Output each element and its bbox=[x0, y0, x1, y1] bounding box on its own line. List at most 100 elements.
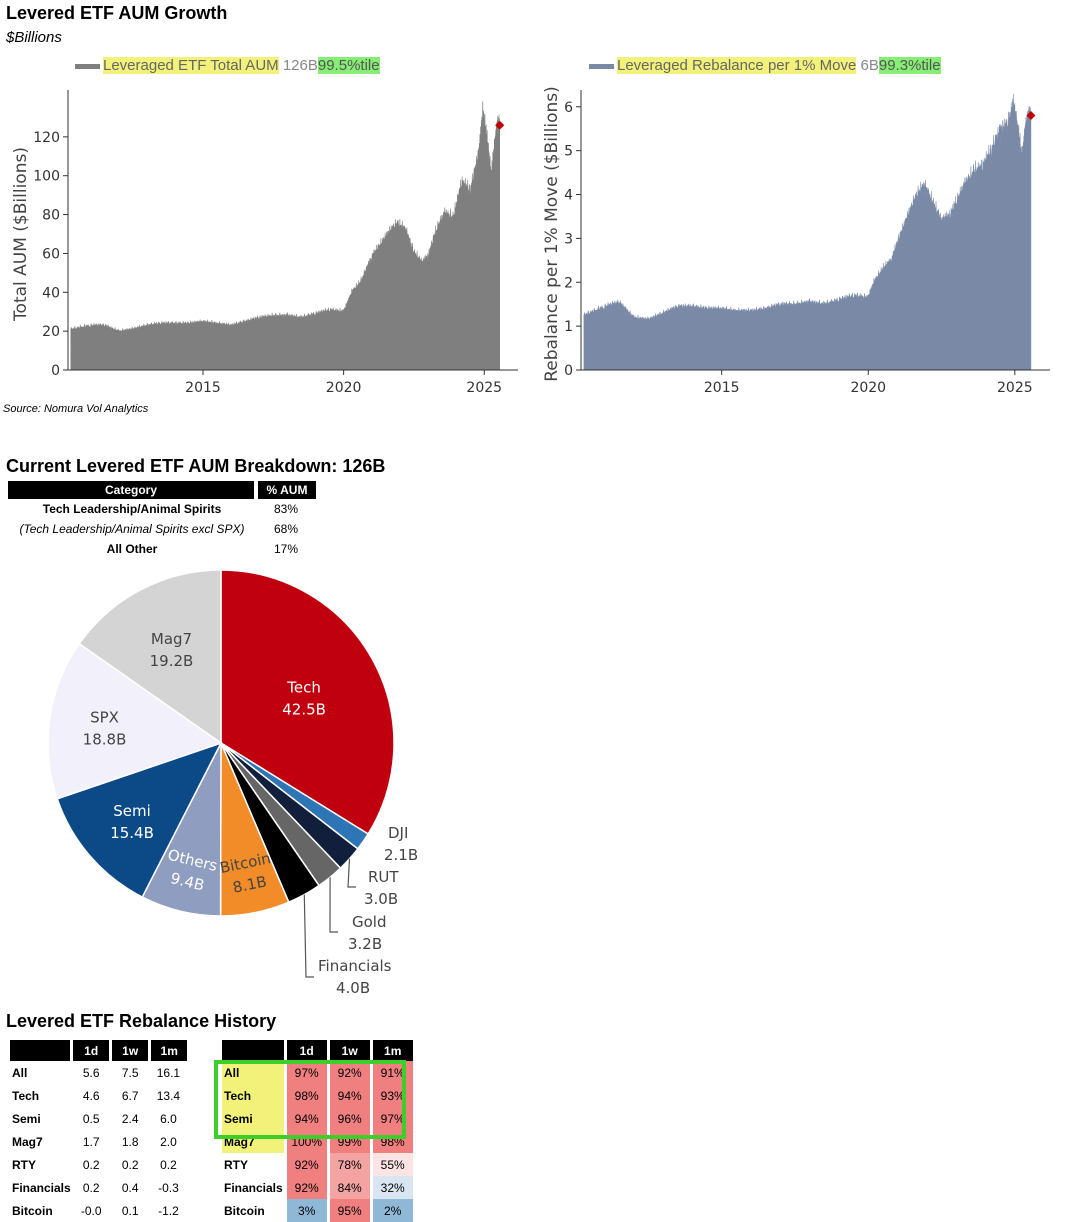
pie-label-name: Financials bbox=[318, 957, 392, 975]
rebalance-values-row: Semi 0.5 2.4 6.0 bbox=[10, 1107, 187, 1130]
rh-pct-header-1w: 1w bbox=[326, 1040, 372, 1061]
rebalance-pct-cell-w1: 95% bbox=[326, 1199, 372, 1222]
rebalance-values-row: RTY 0.2 0.2 0.2 bbox=[10, 1153, 187, 1176]
rebalance-pct-cell-label: All bbox=[222, 1061, 286, 1084]
rebalance-values-cell-d1: 0.5 bbox=[82, 1111, 100, 1126]
rebalance-values-cell-d1: -0.0 bbox=[80, 1203, 102, 1218]
rebalance-pct-cell-w1: 92% bbox=[326, 1061, 372, 1084]
rebalance-values-cell-d1: 5.6 bbox=[82, 1065, 100, 1080]
pie-label-value: 3.2B bbox=[348, 935, 382, 953]
y-tick-label: 4 bbox=[564, 188, 573, 204]
legend-rebalance: Leveraged Rebalance per 1% Move 6B99.3%t… bbox=[617, 57, 941, 75]
y-tick-label: 3 bbox=[564, 231, 573, 247]
rebalance-values-cell-d1: 1.7 bbox=[82, 1134, 100, 1149]
pie-label-value: 3.0B bbox=[364, 890, 398, 908]
source-note: Source: Nomura Vol Analytics bbox=[3, 403, 149, 415]
x-tick-label: 2025 bbox=[466, 380, 502, 396]
rebalance-values-cell-label: RTY bbox=[12, 1157, 36, 1172]
rebalance-pct-cell-w1: 96% bbox=[326, 1107, 372, 1130]
rebalance-values-cell-m1: -0.3 bbox=[158, 1180, 179, 1195]
rebalance-pct-cell-m1: 98% bbox=[369, 1130, 413, 1153]
rebalance-values-row: Bitcoin -0.0 0.1 -1.2 bbox=[10, 1199, 187, 1222]
rebalance-pct-cell-label: Bitcoin bbox=[224, 1203, 265, 1218]
y-tick-label: 5 bbox=[564, 144, 573, 160]
rebalance-values-row: Mag7 1.7 1.8 2.0 bbox=[10, 1130, 187, 1153]
breakdown-row-pct: 17% bbox=[273, 542, 299, 556]
rebalance-values-cell-label: Bitcoin bbox=[12, 1203, 53, 1218]
rebalance-values-table: 1d 1w 1m All 5.6 7.5 16.1 Tech 4.6 6.7 13.4 Semi… bbox=[10, 1040, 188, 1222]
rebalance-pct-cell-m1: 2% bbox=[369, 1199, 413, 1222]
pie-label-value: 18.8B bbox=[83, 730, 127, 748]
rh-values-header-1w: 1w bbox=[109, 1040, 150, 1061]
y-tick-label: 120 bbox=[33, 130, 60, 146]
x-tick-label: 2025 bbox=[997, 380, 1033, 396]
rebalance-pct-cell-w1: 84% bbox=[326, 1176, 372, 1199]
rebalance-pct-cell-d1: 100% bbox=[283, 1130, 329, 1153]
last-value-marker bbox=[495, 120, 505, 130]
rebalance-pct-cell-m1: 97% bbox=[369, 1107, 413, 1130]
rebalance-values-cell-m1: -1.2 bbox=[158, 1203, 179, 1218]
x-tick-label: 2020 bbox=[850, 380, 886, 396]
rebalance-values-cell-label: Financials bbox=[12, 1180, 71, 1195]
rebalance-values-cell-w1: 0.1 bbox=[121, 1203, 139, 1218]
rebalance-pct-row: Financials 92% 84% 32% bbox=[222, 1176, 413, 1199]
pie-label-name: Mag7 bbox=[151, 630, 192, 648]
rebalance-pct-cell-d1: 94% bbox=[283, 1107, 329, 1130]
pie-label-name: Gold bbox=[352, 913, 387, 931]
rebalance-values-cell-label: Mag7 bbox=[12, 1134, 43, 1149]
page-subtitle: $Billions bbox=[6, 29, 62, 46]
rebalance-values-cell-m1: 2.0 bbox=[160, 1134, 177, 1149]
legend-aum-pctile: 99.5%tile bbox=[317, 57, 380, 74]
y-tick-label: 0 bbox=[51, 363, 60, 379]
rebalance-pct-row: Semi 94% 96% 97% bbox=[222, 1107, 413, 1130]
rebalance-pct-cell-m1: 55% bbox=[369, 1153, 413, 1176]
rh-values-header-1d: 1d bbox=[70, 1040, 111, 1061]
x-tick-label: 2015 bbox=[704, 380, 740, 396]
rebalance-pct-cell-label: Financials bbox=[224, 1180, 283, 1195]
y-tick-label: 60 bbox=[42, 246, 60, 262]
y-tick-label: 6 bbox=[564, 100, 573, 116]
rebalance-pct-cell-d1: 98% bbox=[283, 1084, 329, 1107]
rebalance-pct-cell-label: Mag7 bbox=[222, 1130, 286, 1153]
rebalance-title: Levered ETF Rebalance History bbox=[6, 1011, 277, 1031]
rebalance-values-cell-label: Semi bbox=[12, 1111, 41, 1126]
rebalance-values-cell-d1: 4.6 bbox=[82, 1088, 100, 1103]
y-tick-label: 0 bbox=[564, 363, 573, 379]
rebalance-values-cell-w1: 7.5 bbox=[121, 1065, 139, 1080]
pie-label-name: SPX bbox=[90, 708, 119, 726]
rebalance-pct-cell-d1: 92% bbox=[283, 1153, 329, 1176]
rebalance-area-chart: 0 1 2 3 4 5 6 2015 2020 2025 Rebalance per 1% Move… bbox=[542, 86, 1050, 396]
pie-leader-line bbox=[347, 858, 356, 888]
y-tick-label: 1 bbox=[564, 319, 573, 335]
rebalance-values-cell-d1: 0.2 bbox=[82, 1180, 100, 1195]
rebalance-pct-cell-w1: 78% bbox=[326, 1153, 372, 1176]
pie-label-value: 15.4B bbox=[110, 824, 154, 842]
rebalance-pct-row: Mag7 100% 99% 98% bbox=[222, 1130, 413, 1153]
breakdown-row-pct: 83% bbox=[273, 502, 299, 516]
rebalance-pct-row: All 97% 92% 91% bbox=[222, 1061, 413, 1084]
rebalance-values-cell-m1: 0.2 bbox=[160, 1157, 177, 1172]
rebalance-pct-cell-label: Semi bbox=[222, 1107, 286, 1130]
area-series bbox=[70, 101, 500, 371]
pie-label-name: DJI bbox=[388, 824, 408, 842]
pie-slice-mag7 bbox=[78, 569, 222, 745]
pie-slice-tech bbox=[220, 569, 395, 835]
breakdown-title: Current Levered ETF AUM Breakdown: 126B bbox=[6, 456, 386, 476]
rebalance-pct-cell-d1: 97% bbox=[283, 1061, 329, 1084]
aum-pie-chart: Tech 42.5B DJI 2.1B RUT 3.0B Gold 3.2B Financial… bbox=[47, 569, 418, 997]
rebalance-values-cell-w1: 6.7 bbox=[121, 1088, 139, 1103]
rebalance-pct-cell-label: RTY bbox=[224, 1157, 248, 1172]
x-tick-label: 2015 bbox=[185, 380, 221, 396]
legend-rebalance-value: 6B bbox=[860, 57, 879, 74]
pie-label-group: Mag7 19.2B bbox=[150, 630, 194, 670]
rh-pct-header-1m: 1m bbox=[369, 1040, 413, 1061]
last-value-marker bbox=[1026, 111, 1036, 121]
y-axis-label: Rebalance per 1% Move ($Billions) bbox=[542, 86, 562, 382]
rebalance-values-row: Financials 0.2 0.4 -0.3 bbox=[10, 1176, 187, 1199]
rh-pct-header-1d: 1d bbox=[283, 1040, 329, 1061]
rebalance-pct-cell-m1: 91% bbox=[369, 1061, 413, 1084]
rebalance-values-cell-m1: 16.1 bbox=[156, 1065, 181, 1080]
y-tick-label: 40 bbox=[42, 285, 60, 301]
rebalance-values-cell-m1: 13.4 bbox=[156, 1088, 181, 1103]
rebalance-values-cell-w1: 0.2 bbox=[121, 1157, 139, 1172]
